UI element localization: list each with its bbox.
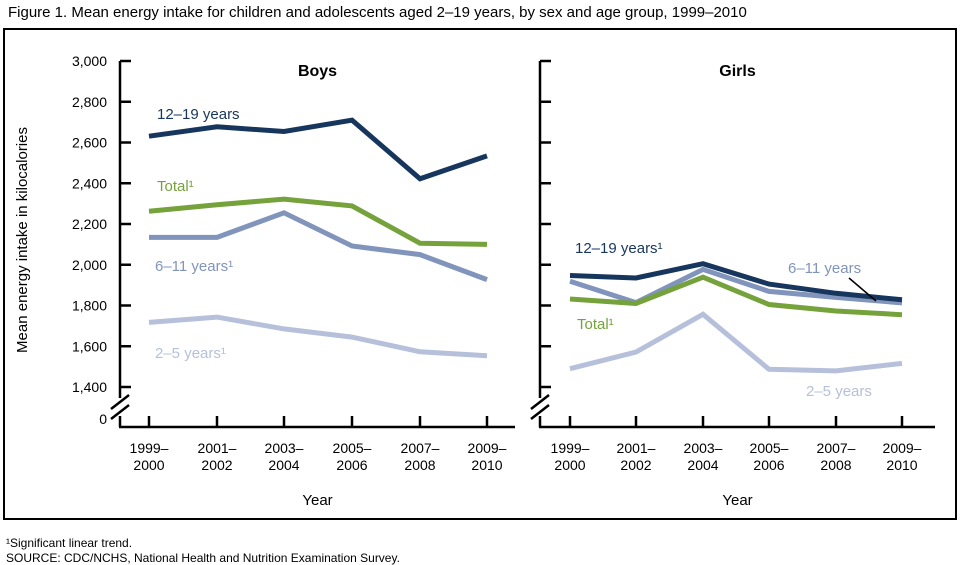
svg-text:2001–: 2001–	[617, 440, 656, 456]
y-axis-break	[530, 394, 550, 420]
y-axis	[118, 59, 131, 427]
series-label-2-5-years: 2–5 years¹	[155, 345, 226, 362]
series-line-6-11-years	[569, 266, 903, 306]
footnote-source: SOURCE: CDC/NCHS, National Health and Nu…	[6, 551, 400, 565]
chart-frame: Boys 3,000 2,800 2,600 2,400 2,200 2,000 1,800 1…	[3, 28, 957, 520]
footnote-significant-trend: ¹Significant linear trend.	[6, 536, 133, 550]
series-label-2-5-years: 2–5 years	[806, 383, 872, 400]
svg-text:2003–: 2003–	[684, 440, 723, 456]
svg-text:2005–: 2005–	[333, 440, 372, 456]
svg-text:2006: 2006	[753, 457, 784, 473]
svg-text:3,000: 3,000	[72, 53, 107, 69]
y-zero-label: 0	[99, 411, 107, 427]
svg-text:2,400: 2,400	[72, 175, 107, 191]
svg-text:1,400: 1,400	[72, 379, 107, 395]
svg-text:2006: 2006	[336, 457, 367, 473]
series-line-12-19-years	[569, 261, 903, 303]
series-label-total: Total¹	[577, 316, 614, 333]
x-tick-labels: 1999–2000 2001–2002 2003–2004 2005–2006 2007…	[551, 440, 922, 473]
panel-title-boys: Boys	[298, 63, 337, 80]
svg-text:1,800: 1,800	[72, 298, 107, 314]
svg-text:2005–: 2005–	[750, 440, 789, 456]
figure-title: Figure 1. Mean energy intake for childre…	[8, 4, 747, 21]
svg-text:2,800: 2,800	[72, 94, 107, 110]
series-line-6-11-years	[149, 210, 488, 282]
svg-text:2,200: 2,200	[72, 216, 107, 232]
svg-text:1999–: 1999–	[551, 440, 590, 456]
svg-text:2008: 2008	[404, 457, 435, 473]
panel-title-girls: Girls	[719, 63, 756, 80]
series-label-total: Total¹	[157, 178, 194, 195]
x-axis-title: Year	[302, 492, 332, 509]
svg-text:2004: 2004	[687, 457, 718, 473]
y-tick-labels: 3,000 2,800 2,600 2,400 2,200 2,000 1,800 1,600…	[72, 53, 107, 427]
svg-text:2,000: 2,000	[72, 257, 107, 273]
label-leader-line	[848, 277, 877, 302]
series-line-2-5-years	[569, 311, 903, 374]
svg-text:2002: 2002	[201, 457, 232, 473]
svg-text:2010: 2010	[886, 457, 917, 473]
series-line-total	[148, 196, 488, 247]
svg-text:2010: 2010	[471, 457, 502, 473]
x-axis-title: Year	[722, 492, 752, 509]
series-line-total	[569, 274, 903, 318]
svg-text:2008: 2008	[820, 457, 851, 473]
svg-text:1999–: 1999–	[130, 440, 169, 456]
panel-girls: Girls1999–20002001–20022003–20042005–200…	[530, 59, 935, 509]
svg-text:2,600: 2,600	[72, 135, 107, 151]
svg-text:2007–: 2007–	[817, 440, 856, 456]
svg-text:2003–: 2003–	[265, 440, 304, 456]
x-axis	[539, 416, 935, 429]
svg-text:2009–: 2009–	[468, 440, 507, 456]
svg-text:1,600: 1,600	[72, 338, 107, 354]
svg-text:2000: 2000	[554, 457, 585, 473]
series-line-2-5-years	[148, 314, 488, 359]
svg-text:2004: 2004	[268, 457, 299, 473]
svg-text:2007–: 2007–	[401, 440, 440, 456]
series-label-12-19-years: 12–19 years¹	[575, 240, 663, 257]
x-axis	[119, 416, 515, 429]
svg-text:2009–: 2009–	[883, 440, 922, 456]
x-tick-labels: 1999–2000 2001–2002 2003–2004 2005–2006 2007…	[130, 440, 507, 473]
svg-text:2000: 2000	[133, 457, 164, 473]
svg-text:2001–: 2001–	[198, 440, 237, 456]
series-label-6-11-years: 6–11 years	[788, 260, 861, 277]
y-axis	[538, 59, 551, 427]
series-line-12-19-years	[148, 117, 488, 182]
svg-text:2002: 2002	[620, 457, 651, 473]
series-label-12-19-years: 12–19 years	[157, 106, 240, 123]
y-axis-break	[110, 394, 130, 420]
y-axis-title: Mean energy intake in kilocalories	[14, 127, 31, 353]
panel-boys: Boys 3,000 2,800 2,600 2,400 2,200 2,000 1,800 1…	[14, 53, 515, 509]
series-label-6-11-years: 6–11 years¹	[155, 258, 233, 275]
